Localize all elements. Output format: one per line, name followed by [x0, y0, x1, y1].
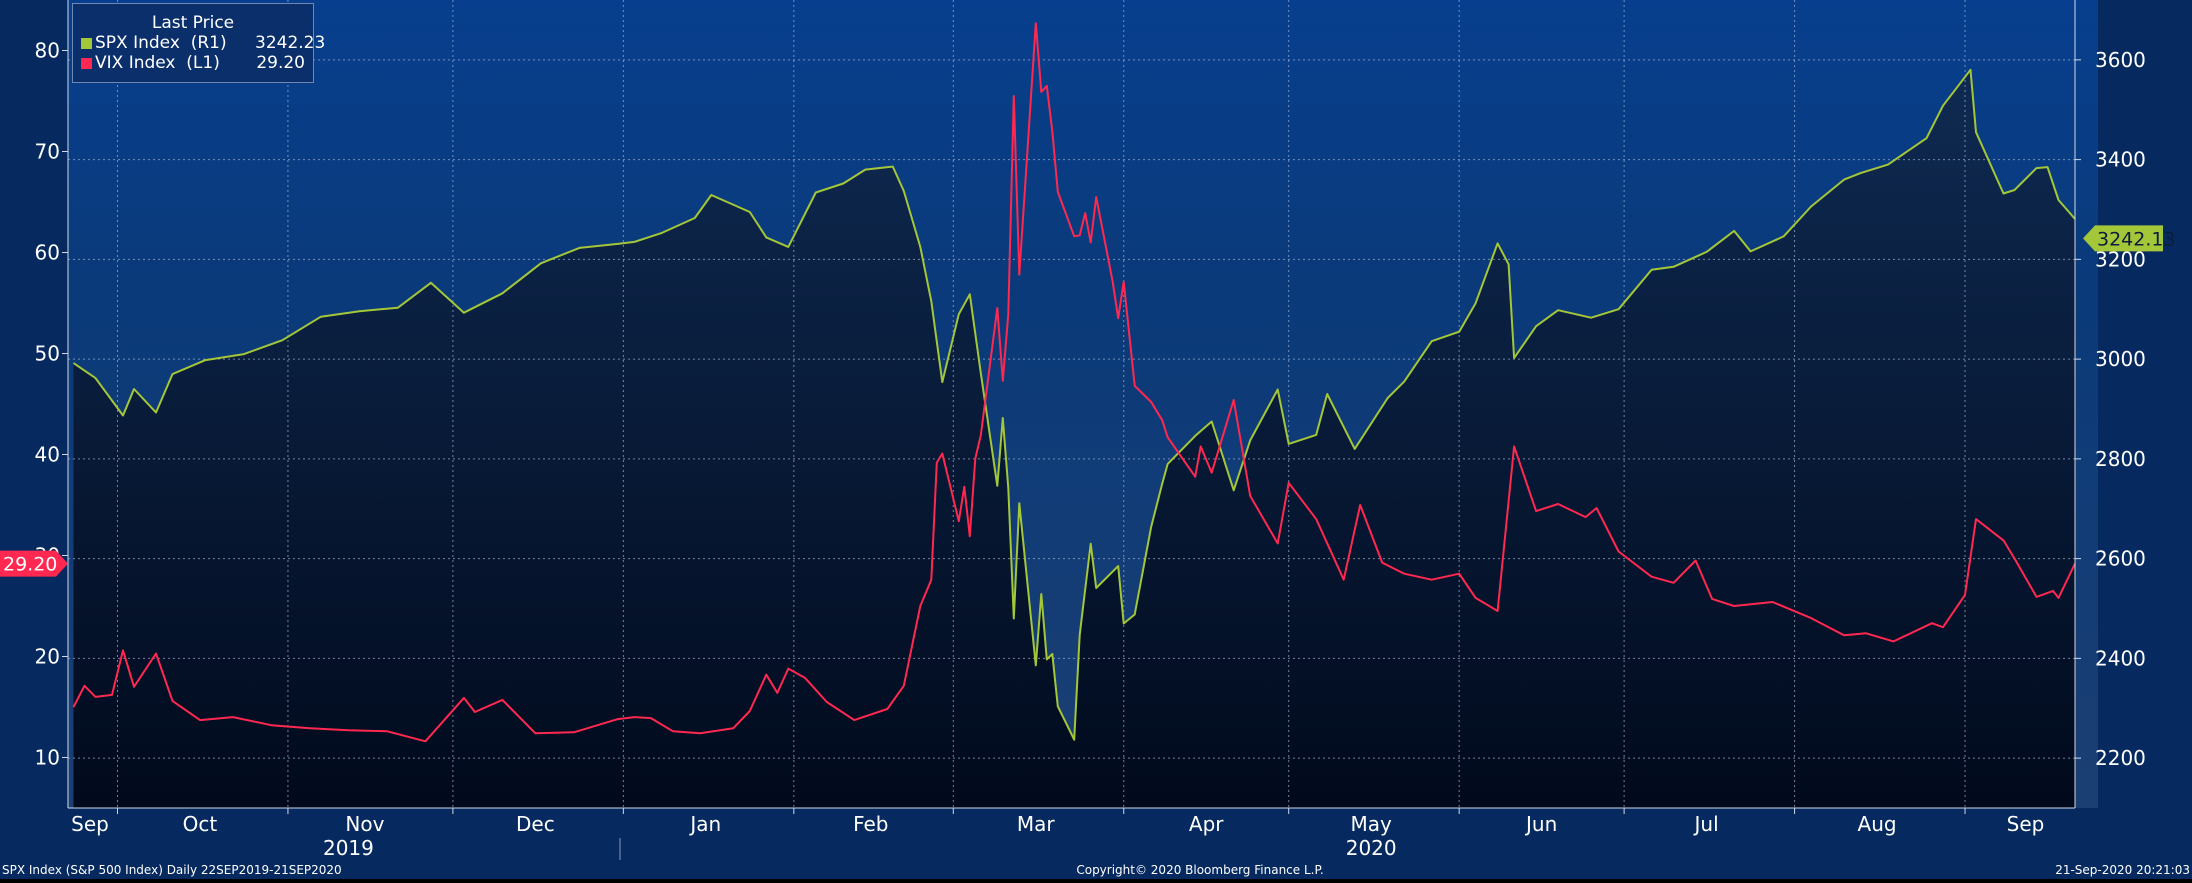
legend-entry-vix: VIX Index (L1) 29.20 — [73, 53, 313, 73]
x-tick-label: Oct — [183, 812, 218, 836]
left-tick-label: 20 — [35, 645, 60, 669]
right-tick-label: 3200 — [2095, 247, 2146, 271]
right-tick-label: 3000 — [2095, 347, 2146, 371]
legend-swatch-vix — [81, 57, 92, 69]
legend-label-spx: SPX Index (R1) — [95, 33, 227, 53]
spx-last-value-tag — [2083, 225, 2163, 252]
year-label-2019: 2019 — [323, 836, 374, 860]
left-tick-label: 40 — [35, 443, 60, 467]
x-tick-label: Jan — [688, 812, 721, 836]
vix-last-value-tag — [0, 550, 68, 577]
x-tick-label: Sep — [2007, 812, 2045, 836]
legend-entry-spx: SPX Index (R1) 3242.23 — [73, 33, 326, 53]
left-tick-label: 50 — [35, 342, 60, 366]
spx-series-line — [72, 68, 2076, 741]
right-tick-label: 2400 — [2095, 646, 2146, 670]
vix-last-value-text: 29.20 — [3, 554, 57, 576]
x-tick-label: Dec — [516, 812, 555, 836]
x-tick-label: May — [1350, 812, 1392, 836]
left-tick-label: 10 — [35, 746, 60, 770]
right-tick-label: 3400 — [2095, 148, 2146, 172]
year-label-2020: 2020 — [1346, 836, 1397, 860]
vix-series-line — [72, 22, 2076, 743]
x-tick-label: Mar — [1017, 812, 1056, 836]
footer-left: SPX Index (S&P 500 Index) Daily 22SEP201… — [2, 863, 342, 877]
x-tick-label: Feb — [853, 812, 888, 836]
x-tick-label: Sep — [71, 812, 109, 836]
footer-right: 21-Sep-2020 20:21:03 — [2055, 863, 2190, 877]
right-tick-label: 2200 — [2095, 746, 2146, 770]
spx-area — [73, 69, 2075, 809]
right-tick-label: 2600 — [2095, 547, 2146, 571]
footer-center: Copyright© 2020 Bloomberg Finance L.P. — [1076, 863, 1323, 877]
left-tick-label: 60 — [35, 241, 60, 265]
x-tick-label: Nov — [345, 812, 384, 836]
left-tick-label: 80 — [35, 39, 60, 63]
x-tick-label: Jul — [1693, 812, 1719, 836]
spx-last-value-text: 3242.13 — [2097, 228, 2176, 250]
x-tick-label: Jun — [1524, 812, 1557, 836]
x-tick-label: Apr — [1189, 812, 1224, 836]
right-tick-label: 3600 — [2095, 48, 2146, 72]
legend-title: Last Price — [151, 13, 235, 33]
legend-value-spx: 3242.23 — [255, 33, 326, 53]
left-tick-label: 70 — [35, 140, 60, 164]
legend-value-vix: 29.20 — [256, 53, 305, 73]
x-tick-label: Aug — [1858, 812, 1897, 836]
legend-swatch-spx — [81, 37, 92, 49]
right-tick-label: 2800 — [2095, 447, 2146, 471]
legend: Last Price SPX Index (R1) 3242.23 VIX In… — [72, 3, 326, 83]
legend-label-vix: VIX Index (L1) — [95, 53, 220, 73]
